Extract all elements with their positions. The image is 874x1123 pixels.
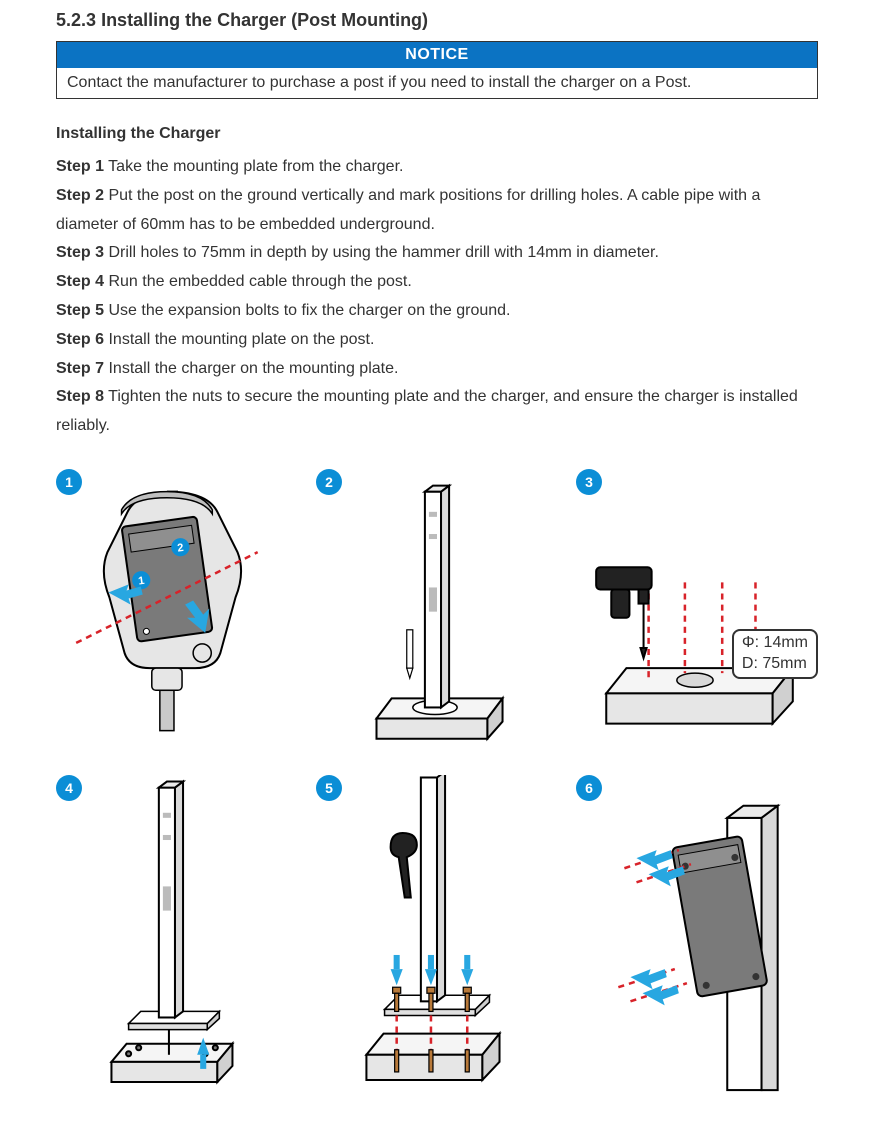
diagram-cell-6: 6 bbox=[576, 775, 818, 1093]
step-text: Install the charger on the mounting plat… bbox=[108, 360, 398, 377]
notice-body: Contact the manufacturer to purchase a p… bbox=[57, 68, 817, 98]
step-text: Install the mounting plate on the post. bbox=[108, 331, 374, 348]
diagram-2-svg bbox=[316, 469, 558, 751]
diagram-5-svg bbox=[316, 775, 558, 1093]
step-4: Step 4 Run the embedded cable through th… bbox=[56, 268, 818, 297]
callout-line2: D: 75mm bbox=[742, 654, 808, 675]
callout-line1: Φ: 14mm bbox=[742, 633, 808, 654]
step-badge-1: 1 bbox=[56, 469, 82, 495]
diagram-cell-1: 1 bbox=[56, 469, 298, 751]
step-label: Step 5 bbox=[56, 302, 104, 319]
subheading-installing: Installing the Charger bbox=[56, 125, 818, 143]
step-text: Run the embedded cable through the post. bbox=[108, 273, 411, 290]
diagram-cell-5: 5 bbox=[316, 775, 558, 1093]
step-text: Use the expansion bolts to fix the charg… bbox=[108, 302, 510, 319]
diagram-4-svg bbox=[56, 775, 298, 1093]
step-1: Step 1 Take the mounting plate from the … bbox=[56, 153, 818, 182]
steps-block: Step 1 Take the mounting plate from the … bbox=[56, 153, 818, 441]
section-title: 5.2.3 Installing the Charger (Post Mount… bbox=[56, 10, 818, 31]
step-7: Step 7 Install the charger on the mounti… bbox=[56, 355, 818, 384]
diagram-cell-4: 4 bbox=[56, 775, 298, 1093]
step-5: Step 5 Use the expansion bolts to fix th… bbox=[56, 297, 818, 326]
diagram-3-svg bbox=[576, 469, 818, 751]
step-label: Step 2 bbox=[56, 187, 104, 204]
step-badge-2: 2 bbox=[316, 469, 342, 495]
step-3: Step 3 Drill holes to 75mm in depth by u… bbox=[56, 239, 818, 268]
section-number: 5.2.3 bbox=[56, 10, 96, 30]
step-label: Step 1 bbox=[56, 158, 104, 175]
step-8: Step 8 Tighten the nuts to secure the mo… bbox=[56, 383, 818, 441]
step-label: Step 6 bbox=[56, 331, 104, 348]
diagram-cell-2: 2 bbox=[316, 469, 558, 751]
section-title-text: Installing the Charger (Post Mounting) bbox=[101, 10, 428, 30]
diagram-1-svg: 1 2 bbox=[56, 469, 298, 751]
diagram-cell-3: 3 bbox=[576, 469, 818, 751]
step-label: Step 8 bbox=[56, 388, 104, 405]
step-text: Drill holes to 75mm in depth by using th… bbox=[108, 244, 658, 261]
step-label: Step 4 bbox=[56, 273, 104, 290]
diagram-grid: 1 bbox=[56, 469, 818, 1093]
step-6: Step 6 Install the mounting plate on the… bbox=[56, 326, 818, 355]
diagram-6-svg bbox=[576, 775, 818, 1093]
step-badge-3: 3 bbox=[576, 469, 602, 495]
step-label: Step 3 bbox=[56, 244, 104, 261]
step-label: Step 7 bbox=[56, 360, 104, 377]
callout-dimensions: Φ: 14mm D: 75mm bbox=[732, 629, 818, 679]
step-text: Put the post on the ground vertically an… bbox=[56, 187, 760, 233]
step-2: Step 2 Put the post on the ground vertic… bbox=[56, 182, 818, 240]
step-text: Take the mounting plate from the charger… bbox=[108, 158, 403, 175]
step-text: Tighten the nuts to secure the mounting … bbox=[56, 388, 798, 434]
notice-box: NOTICE Contact the manufacturer to purch… bbox=[56, 41, 818, 99]
notice-header: NOTICE bbox=[57, 42, 817, 68]
